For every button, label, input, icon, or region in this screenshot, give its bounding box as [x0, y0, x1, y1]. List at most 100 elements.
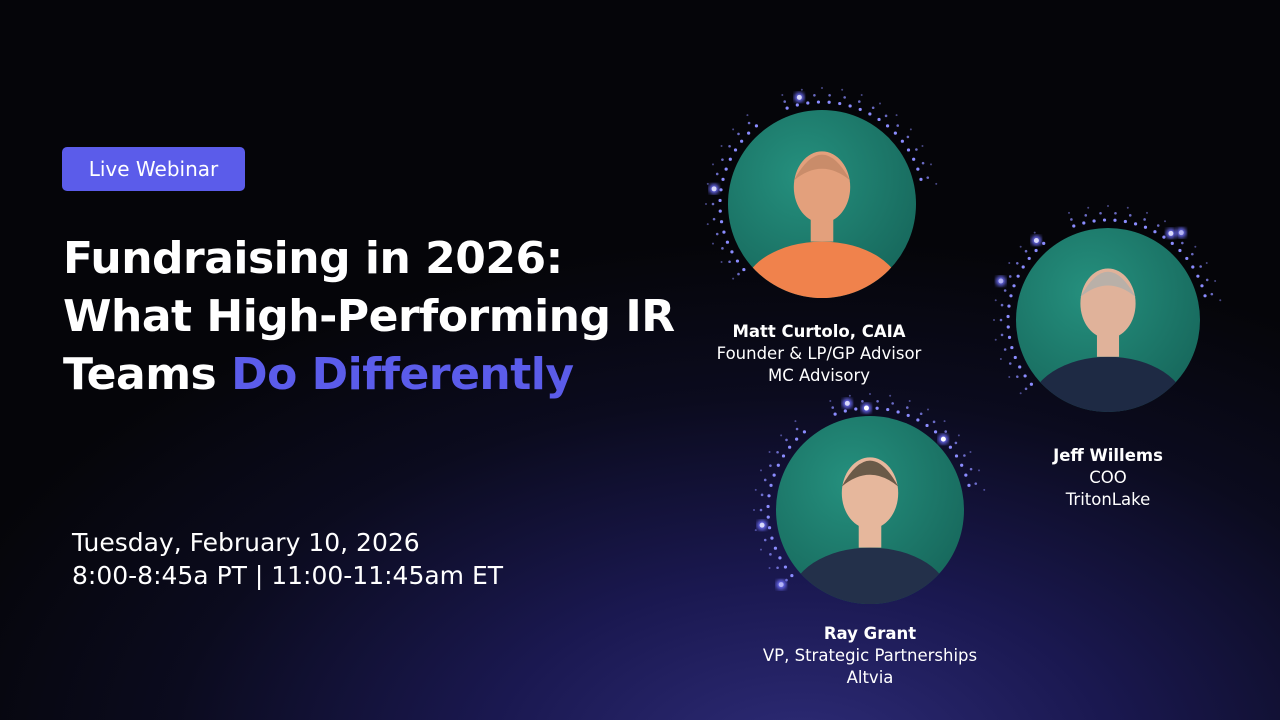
decor-dot — [849, 104, 852, 107]
decor-dot — [829, 400, 831, 402]
decor-dot — [742, 268, 745, 271]
decor-dot — [912, 158, 915, 161]
decor-dot — [760, 549, 762, 551]
decor-dot — [768, 526, 771, 529]
decor-dot — [1114, 212, 1117, 215]
decor-dot — [766, 505, 769, 508]
decor-dot — [1206, 279, 1209, 282]
decor-dot — [1129, 214, 1132, 217]
decor-dot — [1072, 224, 1075, 227]
decor-dot — [785, 579, 788, 582]
decor-dot — [1020, 392, 1022, 394]
decor-dot — [995, 339, 997, 341]
decor-dot — [728, 260, 731, 263]
decor-dot — [769, 451, 771, 453]
decor-dot — [773, 474, 776, 477]
title-line-3: Teams Do Differently — [63, 346, 675, 404]
decor-dot — [1025, 250, 1028, 253]
decor-dot — [721, 158, 724, 161]
decor-dot — [1025, 387, 1028, 390]
decor-dot — [1007, 325, 1010, 328]
decor-dot — [958, 434, 960, 436]
decor-dot — [1001, 304, 1004, 307]
decor-dot — [780, 434, 782, 436]
decor-dot — [1199, 265, 1202, 268]
decor-dot — [969, 451, 971, 453]
decor-dot — [755, 124, 758, 127]
decor-dot — [1084, 214, 1087, 217]
decor-dot — [767, 516, 770, 519]
decor-dot — [1185, 257, 1188, 260]
decor-dot — [1143, 218, 1146, 221]
decor-dot — [861, 400, 864, 403]
decor-dot — [784, 565, 787, 568]
decor-dot — [828, 94, 831, 97]
speaker-role: COO — [1053, 467, 1163, 489]
decor-dot — [817, 100, 820, 103]
decor-dot — [845, 401, 850, 406]
decor-dot — [1004, 289, 1007, 292]
decor-dot — [1200, 284, 1203, 287]
decor-dot — [983, 489, 985, 491]
decor-dot — [755, 489, 757, 491]
decor-dot — [1020, 246, 1022, 248]
decor-dot — [786, 107, 789, 110]
decor-dot — [1127, 207, 1129, 209]
decor-dot — [995, 299, 997, 301]
decor-dot — [886, 124, 889, 127]
decor-dot — [861, 94, 863, 96]
decor-dot — [1179, 230, 1184, 235]
decor-dot — [896, 114, 898, 116]
decor-dot — [747, 132, 750, 135]
decor-dot — [777, 464, 780, 467]
decor-dot — [1146, 212, 1148, 214]
decor-dot — [1211, 293, 1214, 296]
decor-dot — [879, 103, 881, 105]
decor-dot — [795, 438, 798, 441]
decor-dot — [1153, 230, 1156, 233]
decor-dot — [944, 420, 946, 422]
decor-dot — [955, 442, 958, 445]
decor-dot — [728, 145, 731, 148]
decor-dot — [916, 168, 919, 171]
decor-dot — [1009, 362, 1012, 365]
decor-dot — [897, 410, 900, 413]
decor-dot — [770, 537, 773, 540]
live-webinar-badge: Live Webinar — [62, 147, 245, 191]
decor-dot — [761, 494, 764, 497]
decor-dot — [707, 223, 709, 225]
event-datetime: Tuesday, February 10, 2026 8:00-8:45a PT… — [72, 526, 503, 592]
decor-dot — [760, 469, 762, 471]
decor-dot — [859, 108, 862, 111]
decor-dot — [718, 199, 721, 202]
decor-dot — [978, 469, 980, 471]
decor-dot — [760, 523, 765, 528]
decor-dot — [713, 218, 716, 221]
decor-dot — [1014, 356, 1017, 359]
decor-dot — [1008, 376, 1010, 378]
decor-dot — [712, 243, 714, 245]
decor-dot — [707, 183, 709, 185]
title-plain: Teams — [63, 349, 231, 400]
decor-dot — [970, 468, 973, 471]
decor-dot — [944, 430, 947, 433]
decor-dot — [858, 100, 861, 103]
decor-dot — [868, 112, 871, 115]
speaker-jeff: Jeff Willems COO TritonLake — [1053, 445, 1163, 511]
decor-dot — [1023, 374, 1026, 377]
decor-dot — [993, 319, 995, 321]
decor-dot — [1178, 249, 1181, 252]
decor-dot — [849, 395, 851, 397]
decor-dot — [716, 233, 719, 236]
decor-dot — [821, 87, 823, 89]
decor-dot — [886, 408, 889, 411]
decor-dot — [907, 136, 910, 139]
decor-dot — [712, 163, 714, 165]
decor-dot — [774, 547, 777, 550]
decor-dot — [732, 278, 734, 280]
decor-dot — [736, 259, 739, 262]
decor-dot — [1191, 265, 1194, 268]
decor-dot — [1034, 232, 1036, 234]
decor-dot — [1171, 242, 1174, 245]
speaker-company: Altvia — [763, 667, 977, 689]
